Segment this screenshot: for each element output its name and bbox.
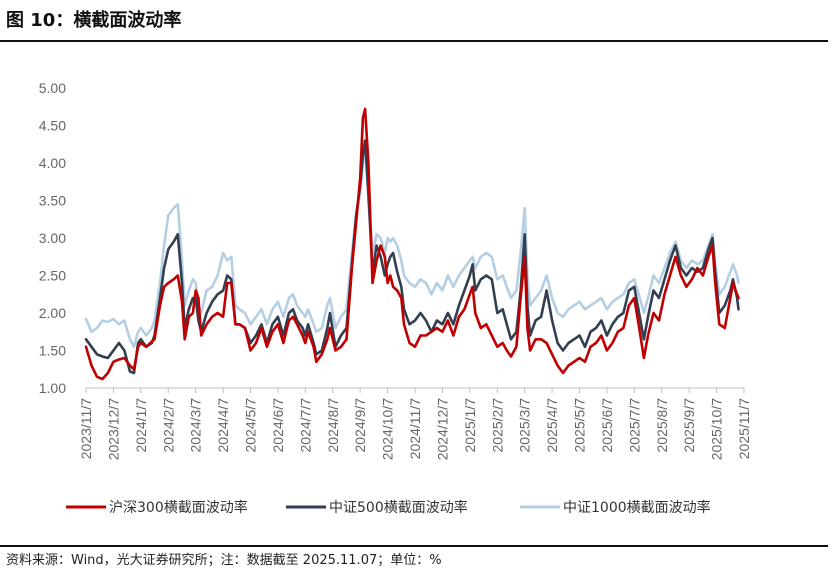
x-tick-label: 2025/3/7 bbox=[517, 398, 533, 453]
x-tick-label: 2024/9/7 bbox=[352, 398, 368, 453]
legend-label: 沪深300横截面波动率 bbox=[109, 499, 248, 516]
y-tick-label: 2.00 bbox=[39, 305, 66, 321]
series-line-0 bbox=[84, 107, 740, 381]
x-tick-label: 2023/11/7 bbox=[78, 398, 94, 459]
x-tick-label: 2024/7/7 bbox=[297, 398, 313, 453]
y-tick-label: 4.00 bbox=[39, 155, 66, 171]
figure-title: 图 10：横截面波动率 bbox=[6, 10, 182, 31]
x-tick-label: 2025/10/7 bbox=[709, 398, 725, 460]
x-tick-label: 2025/11/7 bbox=[736, 398, 752, 459]
bottom-rule bbox=[0, 545, 828, 547]
y-tick-label: 3.00 bbox=[39, 230, 66, 246]
legend: 沪深300横截面波动率 中证500横截面波动率 中证1000横截面波动率 bbox=[66, 499, 711, 516]
x-tick-label: 2025/7/7 bbox=[626, 398, 642, 453]
source-note: 资料来源：Wind，光大证券研究所；注：数据截至 2025.11.07；单位：% bbox=[6, 553, 442, 568]
y-tick-label: 1.00 bbox=[39, 380, 66, 396]
series-line-2 bbox=[84, 143, 740, 349]
legend-label: 中证1000横截面波动率 bbox=[563, 499, 711, 516]
x-tick-label: 2024/8/7 bbox=[325, 398, 341, 453]
x-tick-label: 2024/11/7 bbox=[407, 398, 423, 459]
y-tick-label: 4.50 bbox=[39, 118, 66, 134]
line-chart: 1.00 1.50 2.00 2.50 3.00 3.50 4.00 4.50 5.00 202… bbox=[39, 80, 752, 516]
x-tick-label: 2024/3/7 bbox=[188, 398, 204, 453]
x-tick-label: 2023/12/7 bbox=[105, 398, 121, 460]
y-tick-label: 5.00 bbox=[39, 80, 66, 96]
y-tick-label: 1.50 bbox=[39, 343, 66, 359]
x-tick-label: 2024/5/7 bbox=[243, 398, 259, 453]
x-tick-label: 2024/2/7 bbox=[160, 398, 176, 453]
legend-label: 中证500横截面波动率 bbox=[329, 499, 468, 516]
x-tick-label: 2024/10/7 bbox=[380, 398, 396, 460]
top-rule bbox=[0, 40, 828, 42]
x-tick-label: 2025/9/7 bbox=[681, 398, 697, 453]
y-tick-label: 2.50 bbox=[39, 268, 66, 284]
x-tick-label: 2025/1/7 bbox=[462, 398, 478, 453]
y-tick-label: 3.50 bbox=[39, 193, 66, 209]
x-tick-label: 2025/6/7 bbox=[599, 398, 615, 453]
y-axis: 1.00 1.50 2.00 2.50 3.00 3.50 4.00 4.50 5.00 bbox=[39, 80, 66, 396]
series-line-1 bbox=[84, 139, 740, 375]
series-lines bbox=[84, 107, 740, 381]
x-tick-label: 2025/4/7 bbox=[544, 398, 560, 453]
x-tick-label: 2025/8/7 bbox=[654, 398, 670, 453]
x-tick-label: 2025/5/7 bbox=[572, 398, 588, 453]
x-tick-label: 2025/2/7 bbox=[489, 398, 505, 453]
x-axis: 2023/11/7 2023/12/7 2024/1/7 2024/2/7 2024/3… bbox=[78, 388, 752, 460]
x-tick-label: 2024/12/7 bbox=[434, 398, 450, 460]
x-tick-label: 2024/1/7 bbox=[133, 398, 149, 453]
x-tick-label: 2024/6/7 bbox=[270, 398, 286, 453]
x-tick-label: 2024/4/7 bbox=[215, 398, 231, 453]
